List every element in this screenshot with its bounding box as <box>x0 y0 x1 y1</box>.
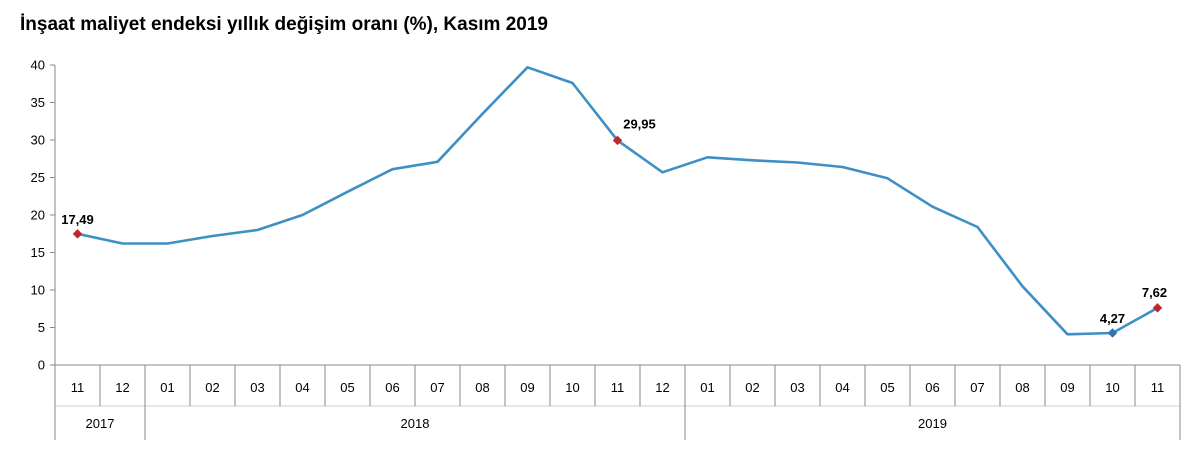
data-point-marker <box>72 228 83 239</box>
x-tick-label: 04 <box>295 380 309 395</box>
x-tick-label: 04 <box>835 380 849 395</box>
data-point-marker <box>612 135 623 146</box>
y-tick-label: 25 <box>31 170 45 185</box>
x-tick-label: 07 <box>970 380 984 395</box>
x-tick-label: 09 <box>520 380 534 395</box>
y-tick-label: 20 <box>31 208 45 223</box>
y-tick-label: 15 <box>31 245 45 260</box>
chart-title: İnşaat maliyet endeksi yıllık değişim or… <box>20 14 549 35</box>
x-tick-label: 11 <box>71 380 85 395</box>
x-tick-label: 12 <box>115 380 129 395</box>
x-tick-label: 07 <box>430 380 444 395</box>
x-tick-label: 06 <box>925 380 939 395</box>
x-tick-label: 10 <box>565 380 579 395</box>
x-tick-label: 03 <box>790 380 804 395</box>
x-tick-label: 08 <box>1015 380 1029 395</box>
data-point-marker <box>1107 328 1118 338</box>
x-tick-label: 08 <box>475 380 489 395</box>
x-tick-label: 02 <box>745 380 759 395</box>
y-tick-label: 35 <box>31 95 45 110</box>
x-tick-label: 10 <box>1105 380 1119 395</box>
y-tick-label: 30 <box>31 133 45 148</box>
x-tick-label: 05 <box>340 380 354 395</box>
data-label: 4,27 <box>1100 311 1125 326</box>
x-tick-label: 06 <box>385 380 399 395</box>
y-tick-label: 40 <box>31 58 45 73</box>
series-line <box>76 66 1159 336</box>
year-label: 2017 <box>86 416 115 431</box>
data-label: 7,62 <box>1142 285 1167 300</box>
data-point-marker <box>1152 302 1163 313</box>
year-label: 2019 <box>918 416 947 431</box>
x-tick-label: 12 <box>655 380 669 395</box>
data-label: 29,95 <box>623 116 656 131</box>
x-tick-label: 03 <box>250 380 264 395</box>
x-tick-label: 01 <box>160 380 174 395</box>
year-label: 2018 <box>401 416 430 431</box>
x-tick-label: 11 <box>1151 380 1165 395</box>
y-tick-label: 0 <box>38 358 45 373</box>
y-tick-label: 10 <box>31 283 45 298</box>
x-tick-label: 05 <box>880 380 894 395</box>
x-tick-label: 02 <box>205 380 219 395</box>
x-tick-label: 11 <box>611 380 625 395</box>
x-tick-label: 01 <box>700 380 714 395</box>
data-label: 17,49 <box>61 212 94 227</box>
x-tick-label: 09 <box>1060 380 1074 395</box>
y-tick-label: 5 <box>38 320 45 335</box>
